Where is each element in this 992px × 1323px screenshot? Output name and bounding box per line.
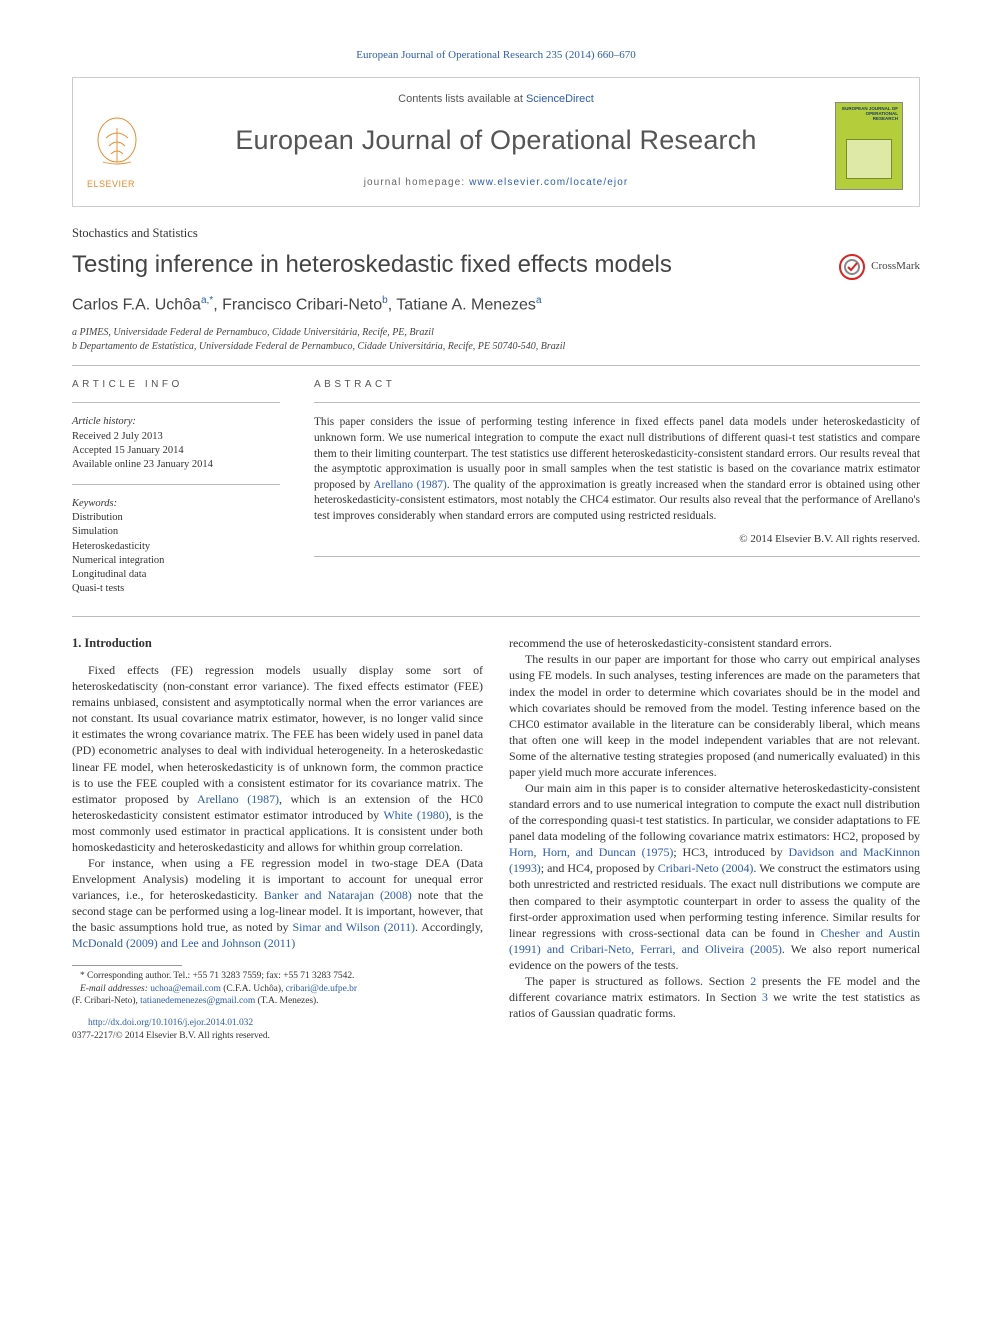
history-label: Article history: [72, 416, 136, 427]
body-paragraph: Our main aim in this paper is to conside… [509, 780, 920, 973]
crossmark-badge[interactable]: CrossMark [839, 254, 920, 280]
crossmark-label: CrossMark [871, 259, 920, 274]
citation-link[interactable]: Arellano (1987) [373, 479, 446, 491]
journal-homepage-link[interactable]: www.elsevier.com/locate/ejor [469, 177, 628, 188]
keywords-block: Keywords: Distribution Simulation Hetero… [72, 497, 280, 596]
contents-prefix: Contents lists available at [398, 93, 526, 105]
affiliation-a: a PIMES, Universidade Federal de Pernamb… [72, 326, 920, 340]
email-link[interactable]: cribari@de.ufpe.br [286, 984, 357, 994]
email-link[interactable]: uchoa@email.com [150, 984, 221, 994]
history-received: Received 2 July 2013 [72, 431, 163, 442]
article-history: Article history: Received 2 July 2013 Ac… [72, 415, 280, 472]
journal-cover-thumbnail: EUROPEAN JOURNAL OF OPERATIONAL RESEARCH [835, 102, 903, 190]
corresponding-author-note: * Corresponding author. Tel.: +55 71 328… [72, 970, 483, 982]
journal-title: European Journal of Operational Research [91, 122, 901, 160]
keyword: Simulation [72, 526, 118, 537]
doi-block: http://dx.doi.org/10.1016/j.ejor.2014.01… [72, 1017, 483, 1042]
citation-link[interactable]: Horn, Horn, and Duncan (1975) [509, 845, 673, 859]
author-3: , Tatiane A. Menezes [388, 296, 536, 313]
author-list: Carlos F.A. Uchôaa,*, Francisco Cribari-… [72, 294, 920, 317]
citation-link[interactable]: Banker and Natarajan (2008) [264, 888, 412, 902]
paper-title: Testing inference in heteroskedastic fix… [72, 248, 920, 282]
body-paragraph: The results in our paper are important f… [509, 651, 920, 780]
section-heading-introduction: 1. Introduction [72, 635, 483, 652]
email-label: E-mail addresses: [80, 984, 148, 994]
citation-link[interactable]: Simar and Wilson (2011) [292, 920, 415, 934]
article-info-heading: ARTICLE INFO [72, 378, 280, 392]
keyword: Heteroskedasticity [72, 541, 150, 552]
citation-link[interactable]: White (1980) [383, 808, 448, 822]
journal-header-box: ELSEVIER EUROPEAN JOURNAL OF OPERATIONAL… [72, 77, 920, 206]
issn-copyright: 0377-2217/© 2014 Elsevier B.V. All right… [72, 1031, 270, 1041]
sciencedirect-link[interactable]: ScienceDirect [526, 93, 594, 105]
author-2: , Francisco Cribari-Neto [213, 296, 382, 313]
contents-available-line: Contents lists available at ScienceDirec… [91, 92, 901, 107]
article-section-type: Stochastics and Statistics [72, 225, 920, 243]
elsevier-tree-icon [89, 116, 145, 178]
keyword: Quasi-t tests [72, 583, 124, 594]
homepage-prefix: journal homepage: [364, 177, 469, 188]
journal-homepage-line: journal homepage: www.elsevier.com/locat… [91, 176, 901, 190]
author-1: Carlos F.A. Uchôa [72, 296, 201, 313]
affiliations: a PIMES, Universidade Federal de Pernamb… [72, 326, 920, 353]
body-paragraph: The paper is structured as follows. Sect… [509, 973, 920, 1021]
abstract-text: This paper considers the issue of perfor… [314, 415, 920, 524]
divider [72, 365, 920, 366]
keyword: Distribution [72, 512, 123, 523]
keyword: Numerical integration [72, 555, 164, 566]
abstract-heading: ABSTRACT [314, 378, 920, 392]
history-accepted: Accepted 15 January 2014 [72, 445, 184, 456]
citation-link[interactable]: McDonald (2009) and Lee and Johnson (201… [72, 936, 295, 950]
keywords-label: Keywords: [72, 498, 117, 509]
citation-link[interactable]: Cribari-Neto (2004) [658, 861, 754, 875]
abstract-copyright: © 2014 Elsevier B.V. All rights reserved… [314, 532, 920, 547]
history-online: Available online 23 January 2014 [72, 459, 213, 470]
journal-reference: European Journal of Operational Research… [72, 48, 920, 63]
cover-title-text: EUROPEAN JOURNAL OF OPERATIONAL RESEARCH [840, 107, 898, 122]
article-body: 1. Introduction Fixed effects (FE) regre… [72, 635, 920, 1042]
crossmark-icon [839, 254, 865, 280]
doi-link[interactable]: http://dx.doi.org/10.1016/j.ejor.2014.01… [88, 1018, 253, 1028]
keyword: Longitudinal data [72, 569, 146, 580]
affiliation-b: b Departamento de Estatística, Universid… [72, 340, 920, 354]
footnotes: * Corresponding author. Tel.: +55 71 328… [72, 970, 483, 1007]
email-link[interactable]: tatianedemenezes@gmail.com [140, 996, 255, 1006]
elsevier-wordmark: ELSEVIER [87, 178, 135, 191]
body-paragraph: Fixed effects (FE) regression models usu… [72, 662, 483, 855]
citation-link[interactable]: Arellano (1987) [197, 792, 279, 806]
